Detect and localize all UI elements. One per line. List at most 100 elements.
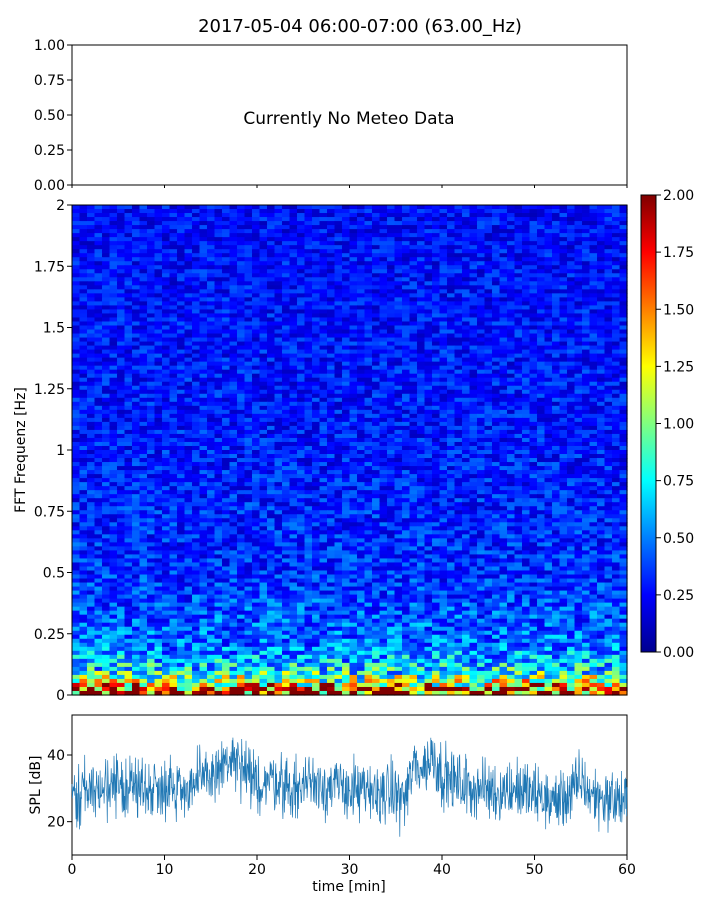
spectrogram-cell (229, 393, 238, 399)
spectrogram-cell (529, 261, 538, 266)
spectrogram-cell (199, 209, 208, 214)
spectrogram-cell (582, 281, 591, 286)
spectrogram-cell (259, 373, 268, 379)
spectrogram-cell (169, 305, 178, 311)
spectrogram-cell (567, 466, 576, 471)
spectrogram-cell (357, 233, 366, 238)
spectrogram-cell (132, 293, 141, 298)
spectrogram-cell (162, 297, 171, 302)
spectrogram-cell (507, 433, 516, 439)
spectrogram-cell (72, 257, 81, 262)
spectrogram-cell (252, 297, 261, 302)
spectrogram-cell (79, 269, 88, 274)
spectrogram-cell (214, 385, 223, 391)
spectrogram-cell (327, 221, 336, 226)
spectrogram-cell (439, 454, 448, 459)
spectrogram-cell (199, 289, 208, 294)
spectrogram-cell (192, 305, 201, 311)
spectrogram-cell (499, 285, 508, 290)
spectrogram-cell (409, 341, 418, 347)
spectrogram-cell (499, 249, 508, 254)
spectrogram-cell (552, 377, 561, 383)
spectrogram-cell (199, 225, 208, 230)
spectrogram-cell (424, 433, 433, 439)
spectrogram-cell (454, 353, 463, 359)
spectrogram-cell (274, 229, 283, 234)
spectrogram-cell (387, 225, 396, 230)
spectrogram-cell (357, 241, 366, 246)
spectrogram-cell (454, 405, 463, 411)
spectrogram-cell (514, 317, 523, 323)
spectrogram-cell (244, 281, 253, 286)
spectrogram-cell (537, 317, 546, 323)
spectrogram-cell (612, 425, 621, 431)
spectrogram-cell (267, 458, 276, 463)
spectrogram-cell (574, 213, 583, 218)
spectrogram-cell (349, 217, 358, 222)
spectrogram-cell (604, 233, 613, 238)
spectrogram-cell (162, 385, 171, 391)
spectrogram-cell (244, 417, 253, 423)
spectrogram-cell (252, 462, 261, 467)
spectrogram-cell (589, 421, 598, 427)
spectrogram-cell (432, 205, 441, 210)
spectrogram-cell (124, 437, 133, 443)
spectrogram-cell (132, 385, 141, 391)
spectrogram-cell (184, 233, 193, 238)
spectrogram-cell (492, 397, 501, 403)
spectrogram-cell (72, 333, 81, 339)
spectrogram-cell (597, 454, 606, 459)
spectrogram-cell (304, 329, 313, 335)
spectrogram-cell (244, 217, 253, 222)
spectrogram-cell (297, 217, 306, 222)
spectrogram-cell (574, 421, 583, 427)
spectrogram-cell (154, 209, 163, 214)
spectrogram-cell (102, 317, 111, 323)
spectrogram-cell (357, 305, 366, 311)
spectrogram-cell (244, 233, 253, 238)
spectrogram-cell (132, 205, 141, 210)
spectrogram-cell (349, 357, 358, 363)
spectrogram-cell (222, 458, 231, 463)
spectrogram-cell (109, 466, 118, 471)
spectrogram-cell (537, 462, 546, 467)
spectrogram-cell (567, 445, 576, 451)
spectrogram-cell (79, 437, 88, 443)
spectrogram-cell (177, 257, 186, 262)
spectrogram-cell (462, 245, 471, 250)
spectrogram-cell (289, 365, 298, 371)
spectrogram-cell (484, 337, 493, 343)
spectrogram-cell (364, 309, 373, 315)
spectrogram-cell (102, 353, 111, 359)
spectrogram-cell (597, 373, 606, 379)
spectrogram-cell (409, 462, 418, 467)
spectrogram-cell (409, 257, 418, 262)
spectrogram-cell (379, 325, 388, 331)
spectrogram-cell (507, 285, 516, 290)
spectrogram-cell (169, 369, 178, 375)
spectrogram-cell (387, 409, 396, 415)
spectrogram-cell (552, 365, 561, 371)
meteo-annotation: Currently No Meteo Data (243, 109, 454, 129)
spectrogram-cell (184, 466, 193, 471)
spectrogram-cell (79, 325, 88, 331)
spectrogram-cell (462, 269, 471, 274)
spectrogram-cell (199, 229, 208, 234)
spectrogram-cell (402, 333, 411, 339)
spectrogram-cell (229, 305, 238, 311)
spectrogram-cell (612, 454, 621, 459)
spectrogram-cell (102, 466, 111, 471)
spectrogram-cell (567, 321, 576, 327)
spectrogram-cell (387, 450, 396, 455)
spectrogram-cell (214, 373, 223, 379)
spectrogram-cell (454, 445, 463, 451)
spectrogram-cell (327, 409, 336, 415)
spectrogram-cell (402, 353, 411, 359)
spectrogram-cell (357, 437, 366, 443)
spectrogram-cell (372, 373, 381, 379)
spectrogram-cell (597, 305, 606, 311)
spectrogram-cell (559, 401, 568, 407)
spectrogram-cell (589, 205, 598, 210)
spectrogram-cell (522, 454, 531, 459)
spectrogram-cell (177, 421, 186, 427)
